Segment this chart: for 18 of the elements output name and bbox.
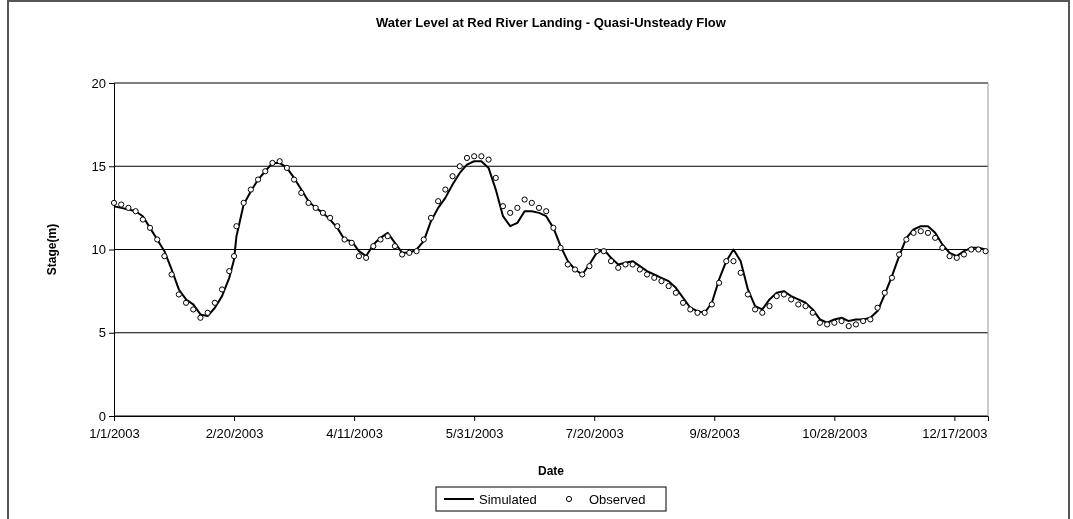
x-axis-title: Date	[537, 464, 565, 478]
x-tick-label: 12/17/2003	[922, 426, 988, 442]
y-tick-label: 15	[91, 158, 106, 174]
legend-label: Simulated	[479, 491, 537, 507]
y-tick-label: 5	[98, 325, 106, 341]
x-tick-label: 5/31/2003	[445, 426, 504, 442]
x-tick-label: 2/20/2003	[205, 426, 264, 442]
y-tick-label: 20	[91, 75, 106, 91]
y-tick-label: 10	[91, 242, 106, 258]
x-tick-label: 7/20/2003	[565, 426, 624, 442]
chart-title: Water Level at Red River Landing - Quasi-Unsteady Flow	[376, 15, 727, 30]
x-tick-label: 4/11/2003	[326, 426, 384, 442]
x-tick-label: 1/1/2003	[89, 426, 140, 442]
legend-label: Observed	[589, 491, 646, 507]
y-axis-title: Stage(m)	[45, 223, 59, 276]
y-tick-label: 0	[98, 408, 106, 424]
x-tick-label: 9/8/2003	[689, 426, 741, 442]
x-tick-label: 10/28/2003	[802, 426, 868, 442]
